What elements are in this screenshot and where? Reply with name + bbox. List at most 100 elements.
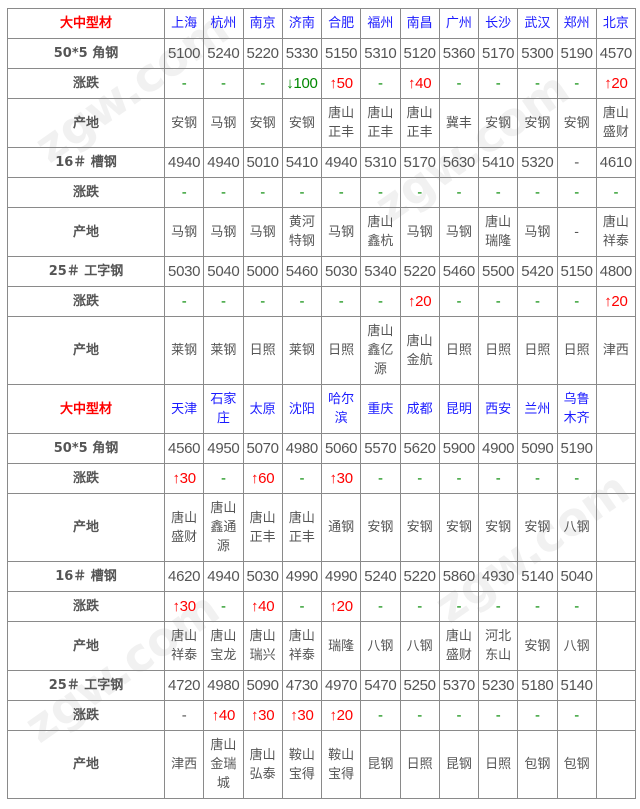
city-header[interactable]: 石家庄 — [203, 384, 244, 434]
price-cell: 4620 — [163, 561, 205, 592]
city-header[interactable]: 沈阳 — [281, 384, 323, 434]
city-header[interactable]: 哈尔滨 — [320, 384, 362, 434]
price-cell: 5320 — [517, 147, 558, 178]
city-header[interactable]: 北京 — [595, 8, 637, 39]
price-cell: - — [556, 147, 597, 178]
city-header[interactable]: 昆明 — [438, 384, 480, 434]
origin-cell: 唐山瑞隆 — [477, 207, 519, 257]
change-cell: - — [242, 68, 283, 99]
city-header[interactable]: 福州 — [360, 8, 401, 39]
origin-cell: 日照 — [477, 316, 519, 385]
change-cell — [595, 591, 637, 622]
origin-row: 产地 唐山盛财 唐山鑫通源 唐山正丰 唐山正丰 通钢 安钢 安钢 安钢 安钢 安钢 八钢 — [7, 493, 637, 562]
city-header[interactable]: 济南 — [281, 8, 323, 39]
section-header-row: 大中型材 上海 杭州 南京 济南 合肥 福州 南昌 广州 长沙 武汉 郑州 北京 — [7, 8, 637, 39]
change-cell: - — [438, 700, 480, 731]
city-header[interactable]: 成都 — [399, 384, 440, 434]
price-cell: 5150 — [556, 256, 597, 287]
origin-cell: 马钢 — [399, 207, 440, 257]
origin-cell: - — [556, 207, 597, 257]
change-cell: - — [517, 591, 558, 622]
origin-cell: 鞍山宝得 — [281, 730, 323, 799]
row-label: 涨跌 — [7, 286, 165, 317]
city-header[interactable]: 长沙 — [477, 8, 519, 39]
city-header[interactable]: 乌鲁木齐 — [556, 384, 597, 434]
change-cell: - — [163, 700, 205, 731]
origin-cell: 莱钢 — [203, 316, 244, 385]
origin-cell: 唐山宝龙 — [203, 621, 244, 671]
price-cell: 5220 — [399, 256, 440, 287]
origin-cell: 日照 — [399, 730, 440, 799]
city-header[interactable]: 南昌 — [399, 8, 440, 39]
origin-cell: 日照 — [320, 316, 362, 385]
change-cell: ↑30 — [242, 700, 283, 731]
price-cell: 5060 — [320, 433, 362, 464]
origin-cell — [595, 730, 637, 799]
city-header[interactable]: 天津 — [163, 384, 205, 434]
origin-cell: 唐山鑫通源 — [203, 493, 244, 562]
price-cell: 5030 — [163, 256, 205, 287]
price-cell: 5090 — [242, 670, 283, 701]
origin-cell: 日照 — [477, 730, 519, 799]
change-cell: - — [203, 177, 244, 208]
price-cell: 5030 — [320, 256, 362, 287]
city-header[interactable]: 重庆 — [360, 384, 401, 434]
change-cell: - — [360, 286, 401, 317]
change-cell: - — [438, 463, 480, 494]
change-cell: - — [360, 68, 401, 99]
city-header[interactable]: 太原 — [242, 384, 283, 434]
city-header[interactable]: 武汉 — [517, 8, 558, 39]
change-cell — [595, 463, 637, 494]
origin-cell: 津西 — [163, 730, 205, 799]
change-cell: - — [360, 463, 401, 494]
price-cell: 5170 — [399, 147, 440, 178]
city-header[interactable]: 郑州 — [556, 8, 597, 39]
origin-cell: 唐山祥泰 — [163, 621, 205, 671]
origin-cell: 唐山祥泰 — [595, 207, 637, 257]
origin-cell: 包钢 — [517, 730, 558, 799]
price-cell: 5460 — [438, 256, 480, 287]
city-header[interactable]: 兰州 — [517, 384, 558, 434]
change-cell — [595, 700, 637, 731]
section-header-row: 大中型材 天津 石家庄 太原 沈阳 哈尔滨 重庆 成都 昆明 西安 兰州 乌鲁木齐 — [7, 384, 637, 434]
price-cell: 5170 — [477, 38, 519, 69]
price-cell: 4990 — [281, 561, 323, 592]
city-header[interactable]: 广州 — [438, 8, 480, 39]
origin-cell: 津西 — [595, 316, 637, 385]
origin-cell: 安钢 — [399, 493, 440, 562]
price-cell: 5140 — [556, 670, 597, 701]
change-cell: ↑20 — [399, 286, 440, 317]
origin-cell: 冀丰 — [438, 98, 480, 148]
origin-cell: 唐山正丰 — [281, 493, 323, 562]
row-label: 25＃ 工字钢 — [7, 256, 165, 287]
change-cell: - — [360, 700, 401, 731]
city-header[interactable]: 西安 — [477, 384, 519, 434]
change-cell: - — [438, 68, 480, 99]
price-cell: 5420 — [517, 256, 558, 287]
origin-cell: 安钢 — [517, 621, 558, 671]
origin-cell: 安钢 — [556, 98, 597, 148]
origin-row: 产地 津西 唐山金瑞城 唐山弘泰 鞍山宝得 鞍山宝得 昆钢 日照 昆钢 日照 包钢 包钢 — [7, 730, 637, 799]
city-header[interactable]: 南京 — [242, 8, 283, 39]
city-header[interactable]: 杭州 — [203, 8, 244, 39]
price-row: 16＃ 槽钢 4620 4940 5030 4990 4990 5240 5220 5860 49… — [7, 561, 637, 592]
change-cell: - — [281, 463, 323, 494]
price-cell: 4560 — [163, 433, 205, 464]
change-cell: - — [399, 700, 440, 731]
origin-cell: 马钢 — [320, 207, 362, 257]
origin-cell: 马钢 — [163, 207, 205, 257]
price-cell: 4980 — [203, 670, 244, 701]
price-row: 50*5 角钢 4560 4950 5070 4980 5060 5570 5620 5900 4… — [7, 433, 637, 464]
origin-cell: 安钢 — [438, 493, 480, 562]
price-cell: 5150 — [320, 38, 362, 69]
change-cell: ↑30 — [281, 700, 323, 731]
change-cell: ↑20 — [595, 68, 637, 99]
price-cell: 4990 — [320, 561, 362, 592]
price-cell: 5250 — [399, 670, 440, 701]
price-cell: 5140 — [517, 561, 558, 592]
change-cell: ↑60 — [242, 463, 283, 494]
origin-cell: 唐山正丰 — [399, 98, 440, 148]
city-header[interactable]: 合肥 — [320, 8, 362, 39]
city-header[interactable]: 上海 — [163, 8, 205, 39]
price-row: 25＃ 工字钢 4720 4980 5090 4730 4970 5470 5250 5370 5… — [7, 670, 637, 701]
